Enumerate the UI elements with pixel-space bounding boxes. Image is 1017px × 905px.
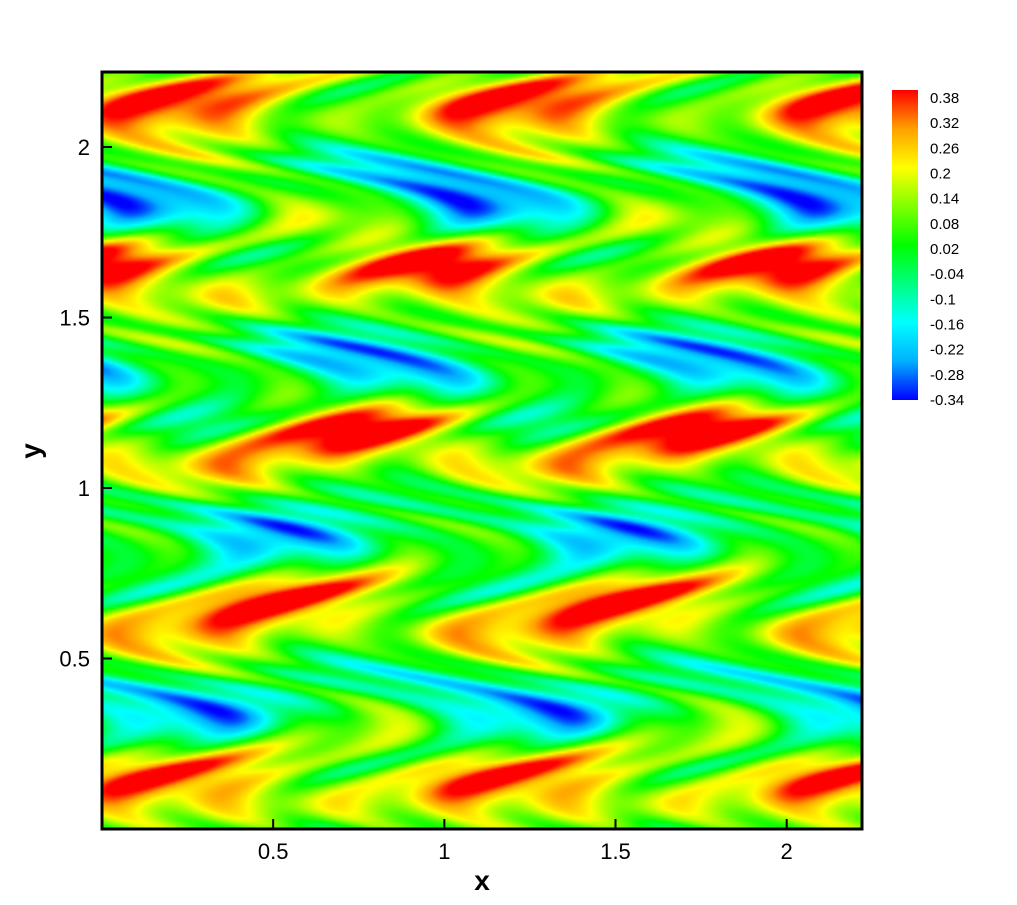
colorbar-level-label: 0.14 (930, 191, 959, 208)
y-tick-label: 1.5 (59, 306, 90, 331)
colorbar-level-label: 0.26 (930, 140, 959, 157)
y-tick-label: 1 (78, 476, 90, 501)
colorbar-level-label: -0.1 (930, 291, 956, 308)
colorbar-level-label: 0.08 (930, 216, 959, 233)
y-tick-label: 0.5 (59, 647, 90, 672)
colorbar-level-label: -0.28 (930, 367, 964, 384)
heatmap-field (102, 72, 862, 829)
x-tick-label: 2 (781, 839, 793, 864)
x-axis-title: x (474, 865, 490, 896)
colorbar-level-label: -0.22 (930, 342, 964, 359)
colorbar-swatch (892, 90, 918, 400)
colorbar-level-label: -0.04 (930, 266, 964, 283)
x-tick-label: 1.5 (600, 839, 631, 864)
y-axis-ticks: 0.5 1 1.5 2 (59, 135, 112, 672)
colorbar-level-label: 0.02 (930, 241, 959, 258)
colorbar-labels: 0.38 0.32 0.26 0.2 0.14 0.08 0.02 -0.04 -0.1 -0.1… (930, 90, 964, 409)
colorbar: 0.38 0.32 0.26 0.2 0.14 0.08 0.02 -0.04 -0.1 -0.1… (892, 90, 964, 409)
colorbar-level-label: 0.32 (930, 115, 959, 132)
colorbar-level-label: 0.2 (930, 166, 951, 183)
x-tick-label: 0.5 (258, 839, 289, 864)
y-tick-label: 2 (78, 135, 90, 160)
y-axis-title: y (15, 443, 46, 459)
colorbar-level-label: 0.38 (930, 90, 959, 107)
colorbar-level-label: -0.16 (930, 317, 964, 334)
plot-frame (100, 70, 864, 831)
colorbar-level-label: -0.34 (930, 392, 964, 409)
x-tick-label: 1 (438, 839, 450, 864)
x-axis-ticks: 0.5 1 1.5 2 (258, 819, 793, 864)
